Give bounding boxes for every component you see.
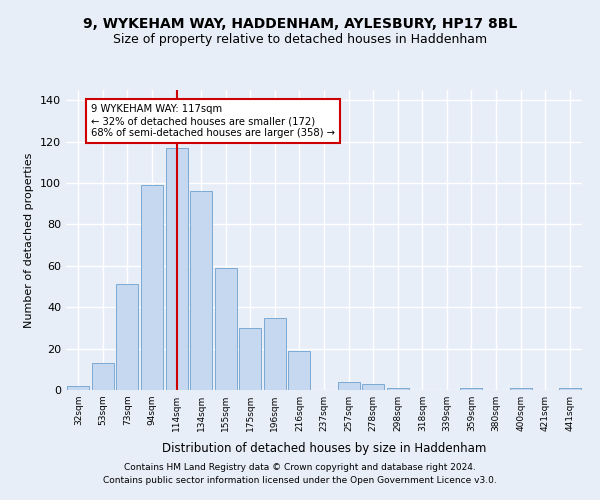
Bar: [460, 388, 482, 390]
Bar: [166, 148, 188, 390]
Bar: [559, 388, 581, 390]
Bar: [386, 388, 409, 390]
Bar: [116, 284, 139, 390]
Bar: [362, 384, 384, 390]
Y-axis label: Number of detached properties: Number of detached properties: [25, 152, 34, 328]
Bar: [239, 328, 262, 390]
Bar: [190, 192, 212, 390]
Bar: [264, 318, 286, 390]
Text: Contains public sector information licensed under the Open Government Licence v3: Contains public sector information licen…: [103, 476, 497, 485]
Text: Size of property relative to detached houses in Haddenham: Size of property relative to detached ho…: [113, 32, 487, 46]
Bar: [67, 386, 89, 390]
Bar: [289, 350, 310, 390]
Bar: [92, 363, 114, 390]
Text: 9 WYKEHAM WAY: 117sqm
← 32% of detached houses are smaller (172)
68% of semi-det: 9 WYKEHAM WAY: 117sqm ← 32% of detached …: [91, 104, 335, 138]
Text: 9, WYKEHAM WAY, HADDENHAM, AYLESBURY, HP17 8BL: 9, WYKEHAM WAY, HADDENHAM, AYLESBURY, HP…: [83, 18, 517, 32]
Bar: [141, 185, 163, 390]
Text: Contains HM Land Registry data © Crown copyright and database right 2024.: Contains HM Land Registry data © Crown c…: [124, 464, 476, 472]
X-axis label: Distribution of detached houses by size in Haddenham: Distribution of detached houses by size …: [162, 442, 486, 456]
Bar: [215, 268, 237, 390]
Bar: [338, 382, 359, 390]
Bar: [509, 388, 532, 390]
